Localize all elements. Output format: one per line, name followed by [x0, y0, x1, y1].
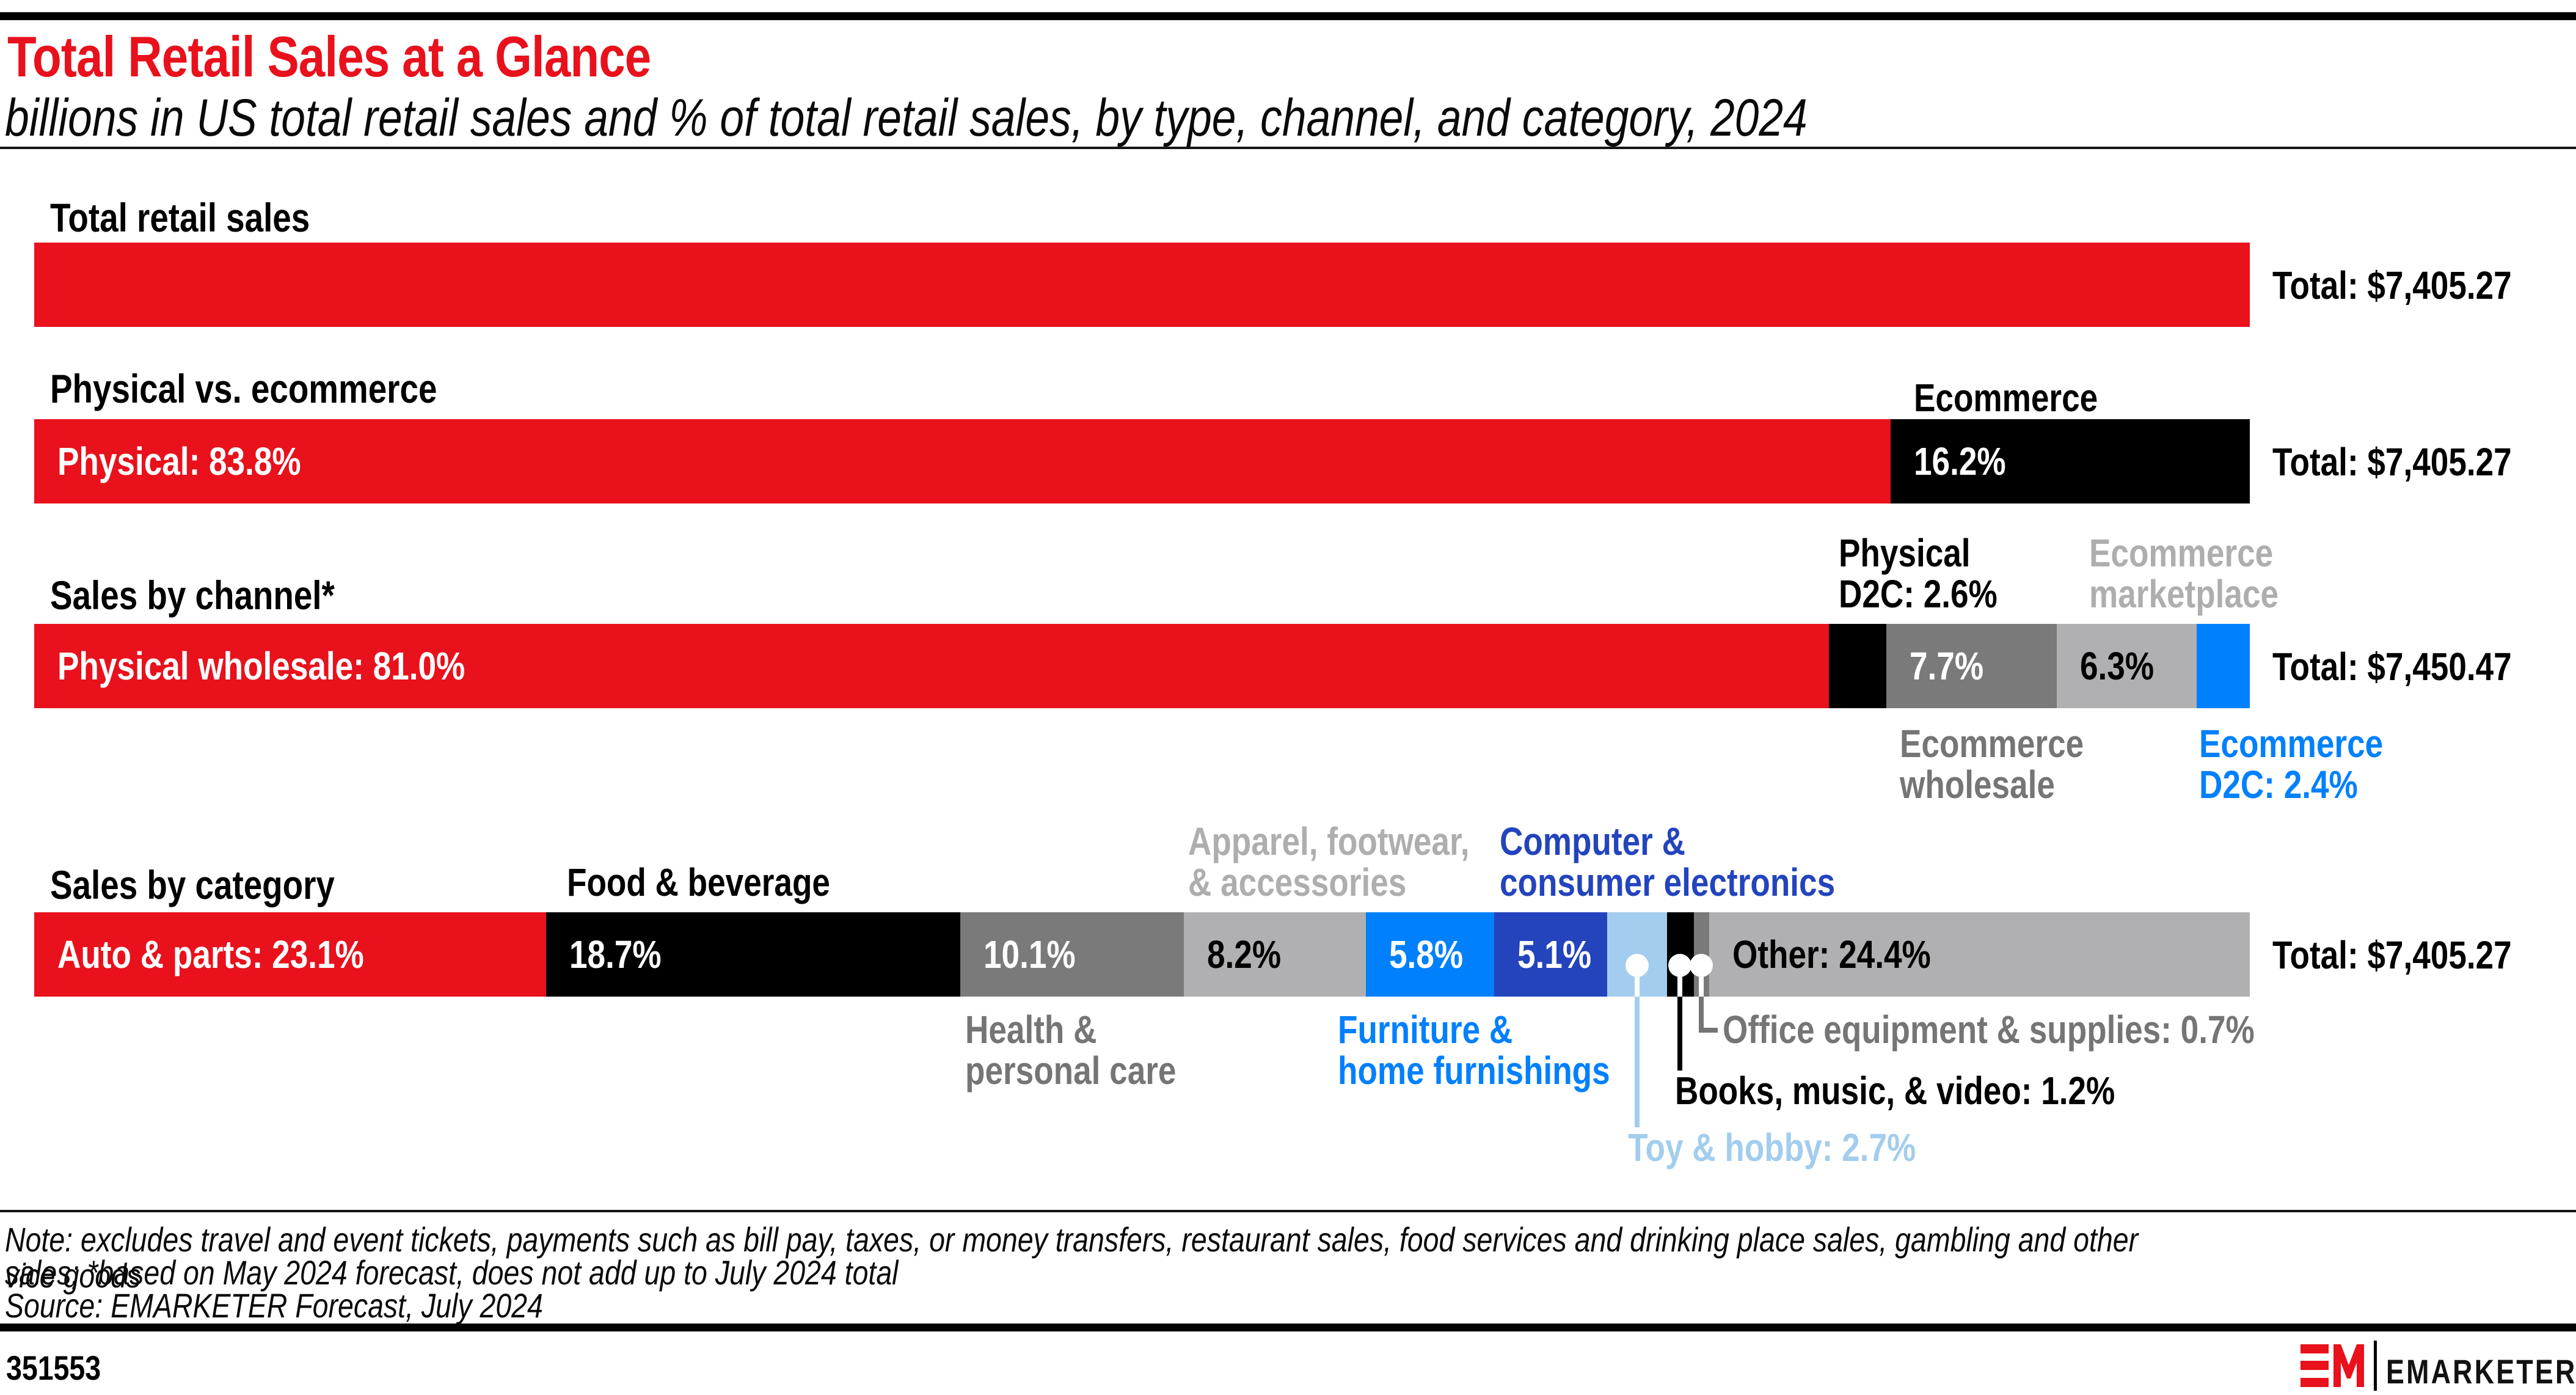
label-ecommerce-d2c: Ecommerce D2C: 2.4%: [2199, 722, 2384, 807]
bar-segment-other: Other: 24.4%: [1709, 912, 2250, 997]
bar-segment-label: 8.2%: [1207, 932, 1282, 976]
total-value-3: Total: $7,450.47: [2272, 645, 2512, 689]
bar-segment-computer-consumer-electronics: 5.1%: [1494, 912, 1608, 997]
office-callout-stem: [1699, 997, 1704, 1033]
office-callout-stem-inner: [1699, 965, 1704, 997]
bar-segment-label: 5.1%: [1517, 932, 1592, 976]
books-callout-dot: [1668, 954, 1691, 977]
bar-segment-label: 6.3%: [2080, 644, 2155, 688]
note-divider: [0, 1210, 2576, 1212]
section-title-physical-vs-ecommerce: Physical vs. ecommerce: [50, 366, 437, 411]
section-title-sales-by-category: Sales by category: [50, 862, 335, 907]
chart-id: 351553: [6, 1349, 101, 1387]
bar-segment-physical-d2c: [1828, 624, 1887, 708]
note-line-2: sales; *based on May 2024 forecast, does…: [5, 1253, 899, 1292]
bar-segment-ecommerce-marketplace: 6.3%: [2057, 624, 2197, 708]
brand-name: EMARKETER: [2386, 1352, 2576, 1391]
bar-segment-food-beverage: 18.7%: [545, 912, 961, 997]
top-rule: [0, 12, 2576, 20]
label-computer-electronics: Computer & consumer electronics: [1500, 819, 1836, 905]
bar-segment-health-personal-care: 10.1%: [960, 912, 1184, 997]
books-callout-stem-inner: [1677, 965, 1682, 997]
bar-segment-label: Other: 24.4%: [1732, 932, 1931, 976]
books-callout-stem: [1677, 997, 1682, 1071]
label-ecommerce-marketplace: Ecommerce marketplace: [2089, 531, 2279, 617]
total-value-1: Total: $7,405.27: [2272, 263, 2512, 307]
office-callout-elbow: [1699, 1028, 1718, 1033]
bar-segment-label: 5.8%: [1388, 932, 1463, 976]
bar-segment-apparel-footwear-accessories: 8.2%: [1184, 912, 1366, 997]
label-furniture-home-furnishings: Furniture & home furnishings: [1338, 1008, 1610, 1093]
label-ecommerce: Ecommerce: [1914, 376, 2098, 420]
source-line: Source: EMARKETER Forecast, July 2024: [5, 1286, 543, 1325]
section-title-total-retail-sales: Total retail sales: [50, 195, 310, 240]
bar-segment-ecommerce: 16.2%: [1891, 419, 2250, 503]
label-apparel: Apparel, footwear, & accessories: [1188, 819, 1470, 905]
page-title: Total Retail Sales at a Glance: [7, 24, 651, 89]
bar-physical-vs-ecommerce: Physical: 83.8% 16.2%: [34, 419, 2250, 503]
office-callout-dot: [1690, 954, 1713, 977]
bar-segment-physical-wholesale: Physical wholesale: 81.0%: [34, 624, 1829, 708]
bar-segment-total-retail-sales: [34, 243, 2250, 327]
bar-segment-label: 18.7%: [569, 932, 662, 976]
label-physical-d2c: Physical D2C: 2.6%: [1839, 531, 1998, 617]
toy-hobby-callout-dot: [1626, 954, 1649, 977]
toy-hobby-callout-stem: [1635, 997, 1640, 1127]
emarketer-logo-icon: [2301, 1344, 2364, 1387]
label-toy-hobby: Toy & hobby: 2.7%: [1628, 1126, 1916, 1170]
label-food-beverage: Food & beverage: [567, 860, 830, 904]
bar-segment-label: Physical wholesale: 81.0%: [57, 644, 465, 688]
bar-segment-label: Auto & parts: 23.1%: [57, 932, 364, 976]
bar-segment-label: 16.2%: [1914, 439, 2007, 483]
bar-sales-by-channel: Physical wholesale: 81.0% 7.7% 6.3%: [34, 624, 2250, 708]
bar-segment-label: 7.7%: [1910, 644, 1984, 688]
bar-segment-furniture-home-furnishings: 5.8%: [1365, 912, 1495, 997]
total-value-2: Total: $7,405.27: [2272, 440, 2512, 484]
section-title-sales-by-channel: Sales by channel*: [50, 573, 335, 618]
bar-segment-label: Physical: 83.8%: [57, 439, 301, 483]
bar-sales-by-category: Auto & parts: 23.1% 18.7% 10.1% 8.2% 5.8% 5.1…: [34, 912, 2250, 997]
label-office-equipment: Office equipment & supplies: 0.7%: [1723, 1008, 2255, 1052]
bar-total-retail-sales: [34, 243, 2250, 327]
bottom-rule: [0, 1324, 2576, 1331]
total-value-4: Total: $7,405.27: [2272, 933, 2512, 977]
label-health-personal-care: Health & personal care: [965, 1008, 1177, 1093]
bar-segment-ecommerce-wholesale: 7.7%: [1886, 624, 2057, 708]
page-subtitle: billions in US total retail sales and % …: [5, 89, 1808, 147]
note-line-1: Note: excludes travel and event tickets,…: [5, 1220, 2139, 1295]
label-books-music-video: Books, music, & video: 1.2%: [1675, 1069, 2115, 1113]
bar-segment-label: 10.1%: [983, 932, 1076, 976]
logo-divider: [2374, 1341, 2377, 1391]
toy-hobby-callout-stem-inner: [1635, 965, 1640, 997]
bar-segment-ecommerce-d2c: [2196, 624, 2250, 708]
header-divider: [0, 147, 2576, 149]
bar-segment-physical: Physical: 83.8%: [34, 419, 1891, 503]
label-ecommerce-wholesale: Ecommerce wholesale: [1900, 722, 2084, 807]
bar-segment-auto-parts: Auto & parts: 23.1%: [34, 912, 546, 997]
